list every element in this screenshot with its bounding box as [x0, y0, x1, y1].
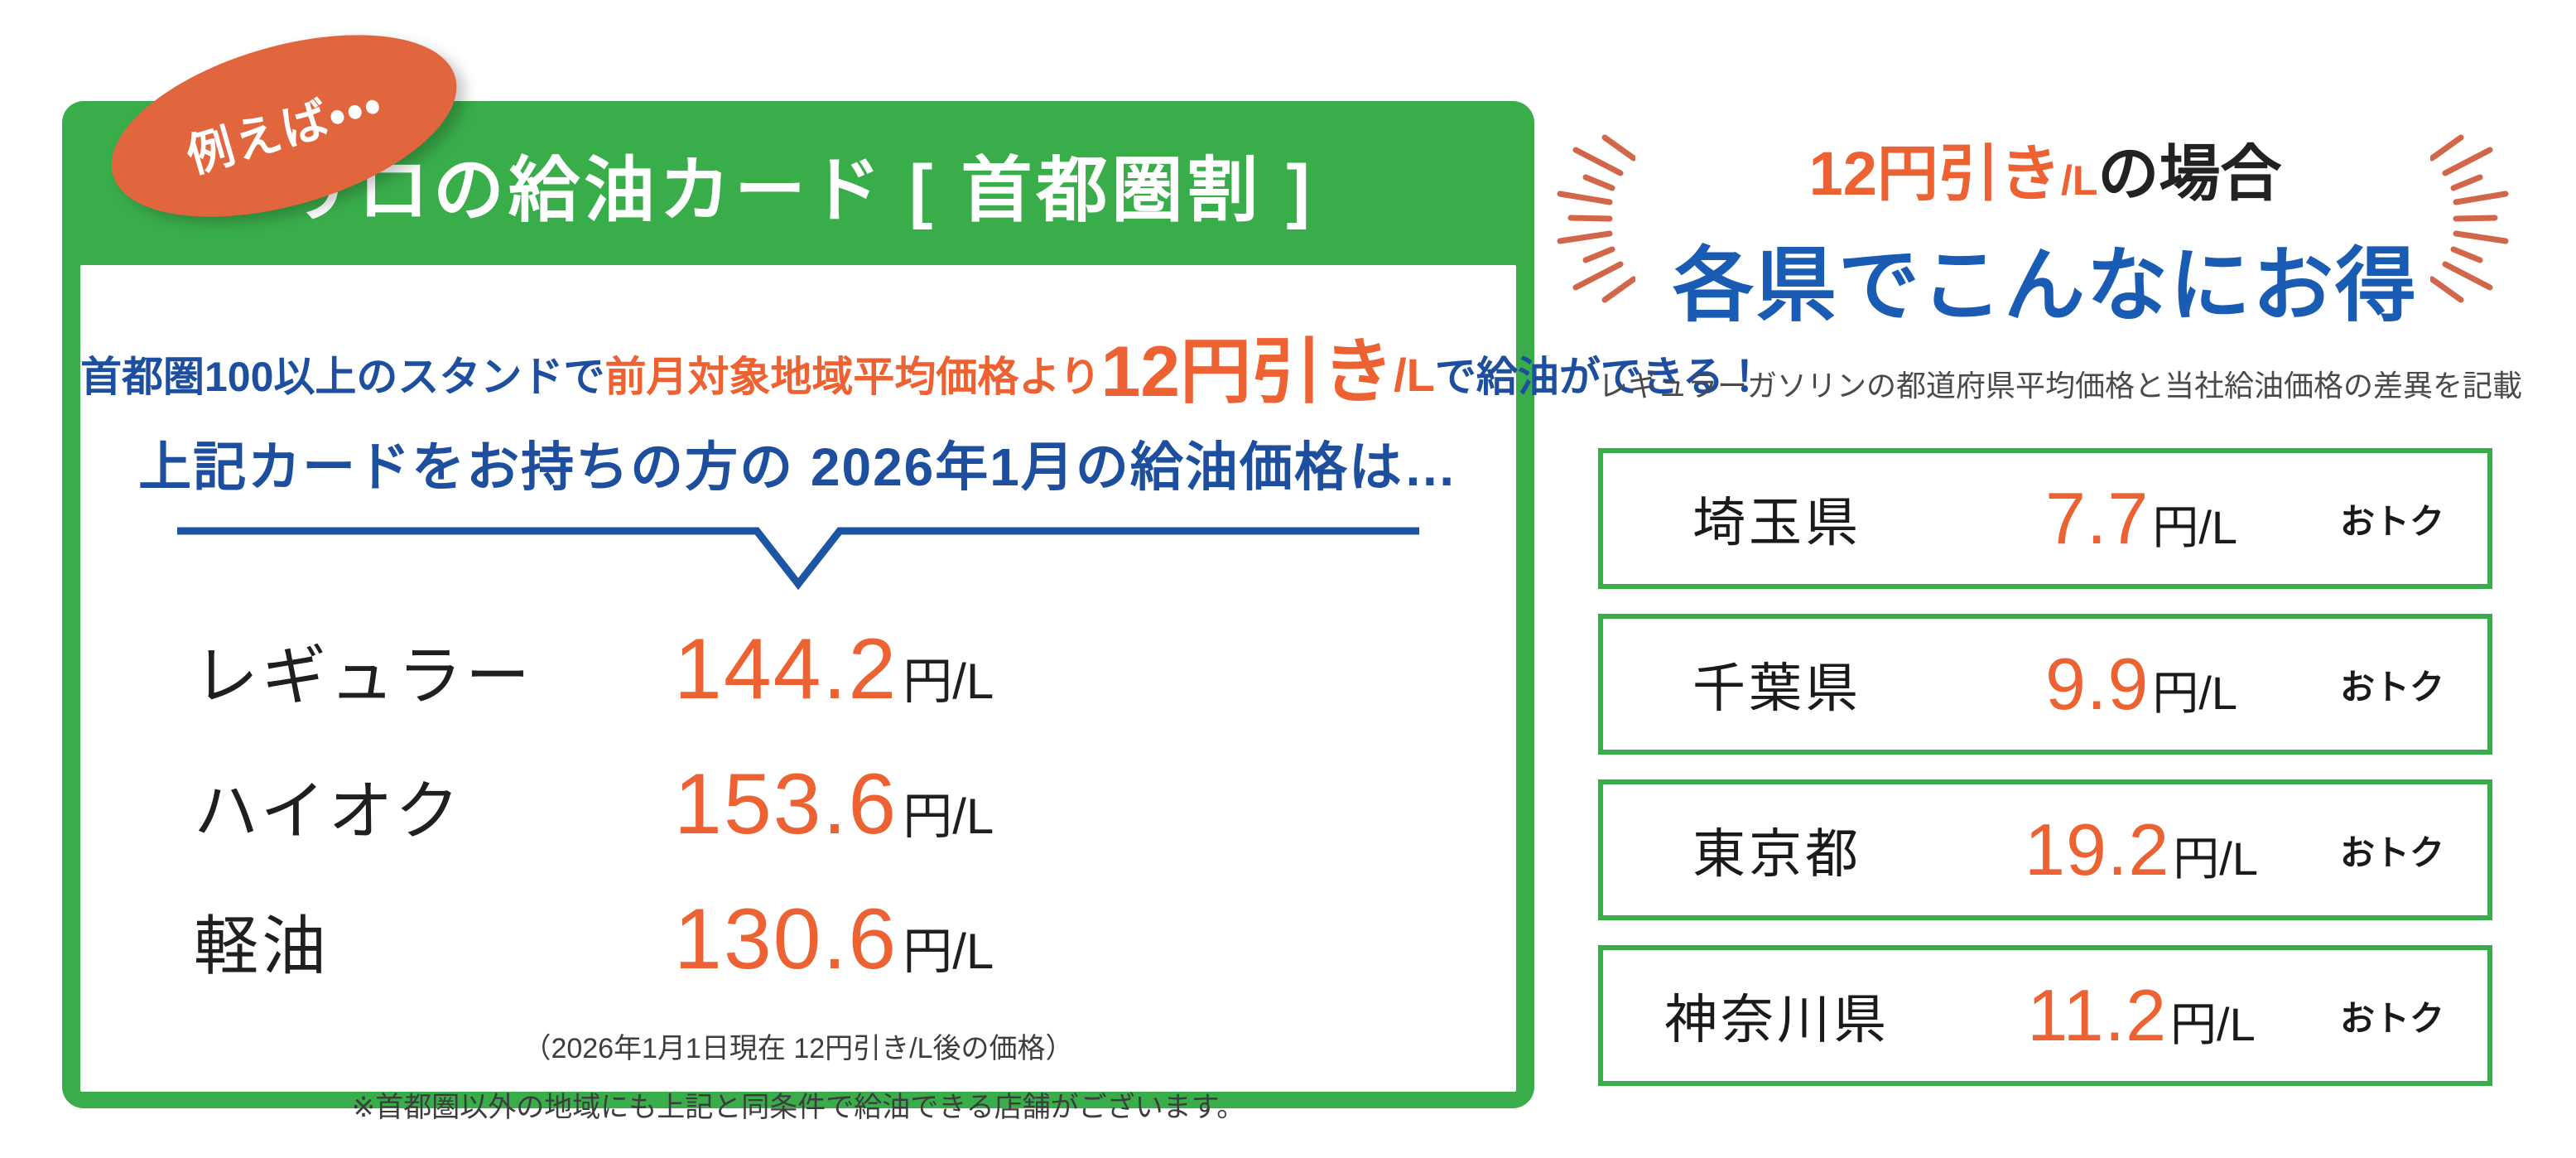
lead-blue-end: で給油ができる！	[1434, 354, 1765, 400]
fuel-price-unit: 円/L	[903, 653, 994, 709]
savings-subtitle: レギュラーガソリンの都道府県平均価格と当社給油価格の差異を記載	[1598, 369, 2523, 403]
savings-row-kanagawa: 神奈川県 11.2 円/L おトク	[1598, 945, 2492, 1086]
savings-unit: 円/L	[2170, 998, 2256, 1050]
lead-orange: 前月対象地域平均価格より	[604, 354, 1101, 400]
savings-value: 7.7	[2044, 477, 2150, 559]
savings-row-chiba: 千葉県 9.9 円/L おトク	[1598, 614, 2492, 755]
savings-title-suffix: の場合	[2097, 139, 2282, 208]
fuel-price-value: 130.6	[674, 890, 898, 987]
footnote-date: （2026年1月1日現在 12円引き/L後の価格）	[522, 1032, 1074, 1064]
savings-title-discount: 12円引き	[1808, 139, 2061, 208]
savings-unit: 円/L	[2152, 667, 2238, 719]
price-intro-text: 上記カードをお持ちの方の 2026年1月の給油価格は…	[138, 437, 1458, 497]
savings-value: 11.2	[2027, 974, 2168, 1056]
savings-panel: 12円引き/Lの場合 各県でこんなにお得 レギュラーガソリンの都道府県平均価格と…	[1598, 124, 2523, 1111]
savings-unit: 円/L	[2173, 832, 2258, 885]
price-row-regular: レギュラー 144.2 円/L	[194, 620, 1403, 719]
savings-value: 19.2	[2025, 808, 2170, 890]
lead-per-liter: /L	[1394, 349, 1435, 401]
lead-blue-start: 首都圏100以上のスタンドで	[80, 354, 605, 400]
price-row-diesel: 軽油 130.6 円/L	[194, 890, 1403, 989]
divider-arrow	[177, 527, 1419, 590]
example-badge-label: 例えば・・・	[181, 76, 389, 182]
discount-lead-text: 首都圏100以上のスタンドで前月対象地域平均価格より12円引き/Lで給油ができる…	[80, 332, 1765, 412]
fuel-type-label: レギュラー	[194, 639, 534, 712]
savings-title-per-liter: /L	[2060, 157, 2098, 204]
fuel-price-value: 144.2	[674, 620, 898, 717]
lead-discount-amount: 12円引き	[1100, 332, 1394, 412]
fuel-card-title: リロの給油カード [ 首都圏割 ]	[282, 150, 1314, 230]
footnotes: （2026年1月1日現在 12円引き/L後の価格） ※首都圏以外の地域にも上記と…	[80, 1025, 1516, 1125]
savings-price: 11.2 円/L	[1951, 973, 2332, 1058]
fuel-price-unit: 円/L	[903, 788, 994, 844]
otoku-label: おトク	[2339, 998, 2444, 1038]
savings-price: 19.2 円/L	[1951, 808, 2332, 892]
price-row-premium: ハイオク 153.6 円/L	[194, 755, 1403, 854]
otoku-label: おトク	[2339, 667, 2444, 707]
fuel-type-label: ハイオク	[194, 774, 463, 847]
fuel-type-label: 軽油	[194, 909, 330, 982]
footnote-area: ※首都圏以外の地域にも上記と同条件で給油できる店舗がございます。	[351, 1091, 1245, 1123]
sunburst-right-icon	[2430, 134, 2509, 303]
fuel-card-panel: リロの給油カード [ 首都圏割 ] 首都圏100以上のスタンドで前月対象地域平均…	[62, 101, 1765, 1123]
savings-title: 12円引き/Lの場合	[1598, 124, 2492, 213]
savings-price: 9.9 円/L	[1951, 642, 2332, 726]
otoku-label: おトク	[2339, 832, 2444, 872]
prefecture-name: 埼玉県	[1692, 493, 1861, 552]
savings-row-tokyo: 東京都 19.2 円/L おトク	[1598, 779, 2492, 920]
fuel-price-value: 153.6	[674, 755, 898, 852]
savings-list: 埼玉県 7.7 円/L おトク 千葉県 9.9 円/L おトク 東京都 19.2	[1598, 448, 2492, 1086]
savings-unit: 円/L	[2152, 501, 2238, 553]
fuel-price-unit: 円/L	[903, 923, 994, 979]
savings-row-saitama: 埼玉県 7.7 円/L おトク	[1598, 448, 2492, 589]
fuel-card-body: 首都圏100以上のスタンドで前月対象地域平均価格より12円引き/Lで給油ができる…	[80, 265, 1765, 1123]
prefecture-name: 千葉県	[1692, 659, 1861, 718]
savings-value: 9.9	[2044, 643, 2150, 725]
otoku-label: おトク	[2339, 501, 2444, 541]
prefecture-name: 神奈川県	[1664, 990, 1890, 1049]
savings-headline: 各県でこんなにお得	[1672, 239, 2418, 331]
fuel-card-header: リロの給油カード [ 首都圏割 ]	[62, 101, 1534, 265]
sunburst-left-icon	[1557, 134, 1635, 303]
price-table: レギュラー 144.2 円/L ハイオク 153.6 円/L 軽油 130.6 …	[194, 620, 1403, 989]
prefecture-name: 東京都	[1692, 824, 1861, 884]
savings-price: 7.7 円/L	[1951, 476, 2332, 561]
